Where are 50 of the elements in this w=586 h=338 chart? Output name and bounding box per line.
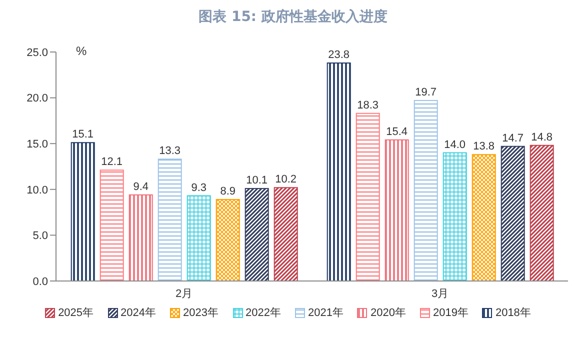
data-label: 13.8 <box>473 140 495 153</box>
bar <box>384 139 409 281</box>
legend-label: 2019年 <box>432 306 468 320</box>
data-label: 15.4 <box>386 126 408 138</box>
bar <box>326 62 351 281</box>
y-tick-label: 10.0 <box>26 184 48 196</box>
bar <box>158 158 182 281</box>
bar <box>530 144 554 281</box>
bar <box>70 142 95 281</box>
bar <box>100 170 124 281</box>
legend-label: 2025年 <box>57 306 94 320</box>
y-tick-label: 20.0 <box>26 92 48 105</box>
data-label: 14.7 <box>502 132 524 144</box>
bar <box>414 100 438 281</box>
legend-label: 2021年 <box>307 306 344 320</box>
legend-label: 2022年 <box>244 306 281 320</box>
data-label: 14.0 <box>444 138 466 151</box>
legend-label: 2024年 <box>120 306 156 320</box>
y-tick-label: 5.0 <box>32 230 48 242</box>
data-label: 15.1 <box>72 128 94 141</box>
y-tick-label: 0.0 <box>32 276 48 288</box>
data-label: 9.3 <box>191 182 207 194</box>
data-label: 18.3 <box>357 99 379 112</box>
data-label: 23.8 <box>328 48 350 61</box>
bar <box>442 152 467 281</box>
data-label: 8.9 <box>220 185 236 198</box>
data-label: 19.7 <box>415 86 437 99</box>
chart-title: 图表 15: 政府性基金收入进度 <box>198 8 388 27</box>
bar <box>216 198 240 281</box>
data-label: 10.2 <box>275 174 297 186</box>
y-axis-title: % <box>76 44 87 58</box>
x-tick-label: 3月 <box>431 288 449 300</box>
x-tick-label: 2月 <box>175 288 193 300</box>
data-label: 12.1 <box>101 156 123 168</box>
data-label: 9.4 <box>133 180 149 193</box>
bar <box>244 188 269 281</box>
bar <box>356 112 380 281</box>
bar <box>274 187 298 281</box>
bar <box>500 146 525 281</box>
legend-label: 2020年 <box>369 306 406 320</box>
data-label: 13.3 <box>159 145 181 158</box>
legend-label: 2023年 <box>182 306 219 320</box>
y-tick-label: 25.0 <box>26 46 48 59</box>
data-label: 10.1 <box>246 174 268 186</box>
legend-label: 2018年 <box>494 306 531 320</box>
bar <box>128 194 153 281</box>
data-label: 14.8 <box>531 131 553 144</box>
bar <box>472 154 496 281</box>
y-tick-label: 15.0 <box>26 138 48 151</box>
bar <box>186 195 211 281</box>
